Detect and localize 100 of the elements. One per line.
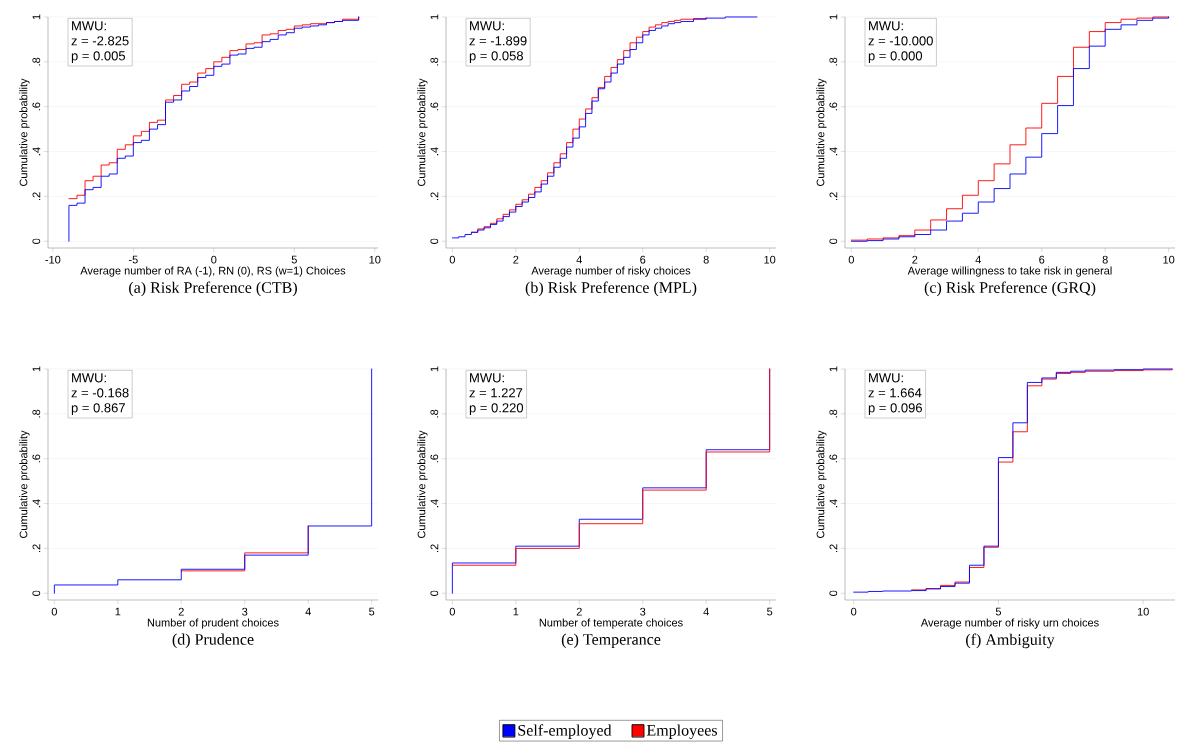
y-tick-label: 1 — [430, 366, 439, 372]
y-tick-label: .4 — [430, 499, 439, 508]
y-tick-label: 0 — [829, 238, 838, 244]
y-axis-title: Cumulative probability — [417, 430, 428, 539]
x-axis-title: Average number of risky urn choices — [920, 618, 1099, 629]
annotation: p = 0.058 — [469, 51, 523, 63]
x-tick-label: -5 — [128, 255, 138, 264]
x-tick-label: 0 — [851, 607, 857, 616]
y-tick-label: .8 — [430, 409, 439, 418]
y-tick-label: .2 — [430, 192, 439, 200]
y-tick-label: .4 — [32, 499, 41, 508]
x-tick-label: 0 — [848, 255, 854, 264]
x-tick-label: 8 — [703, 255, 709, 264]
x-tick-label: 5 — [767, 607, 773, 616]
y-tick-label: .2 — [430, 544, 439, 552]
y-tick-label: 0 — [430, 590, 439, 596]
y-axis-title: Cumulative probability — [417, 78, 428, 187]
text: (b) Risk Preference (MPL) — [525, 281, 697, 297]
x-tick-label: 8 — [1102, 255, 1108, 264]
annotation: MWU: — [869, 21, 903, 31]
y-tick-label: .6 — [829, 102, 838, 111]
x-tick-label: 1 — [513, 607, 519, 616]
y-tick-label: .8 — [430, 57, 439, 66]
y-tick-label: .8 — [32, 57, 41, 66]
y-tick-label: 1 — [32, 366, 41, 372]
legend-label: Employees — [646, 724, 717, 739]
x-tick-label: 0 — [449, 607, 455, 616]
y-tick-label: 1 — [829, 366, 838, 372]
x-tick-label: 2 — [576, 607, 582, 616]
y-tick-label: .8 — [829, 57, 838, 66]
x-tick-label: 2 — [912, 255, 918, 264]
y-tick-label: .4 — [430, 147, 439, 156]
x-tick-label: 0 — [449, 255, 455, 264]
y-tick-label: .2 — [32, 192, 41, 200]
y-tick-label: .6 — [32, 102, 41, 111]
y-tick-label: .4 — [32, 147, 41, 156]
annotation: p = 0.220 — [469, 403, 524, 415]
x-tick-label: 10 — [369, 255, 381, 264]
x-axis-title: Number of prudent choices — [147, 618, 279, 629]
y-tick-label: 1 — [430, 14, 439, 20]
annotation: z = -1.899 — [469, 36, 527, 46]
x-tick-label: -10 — [45, 255, 61, 264]
annotation: MWU: — [470, 21, 504, 31]
y-axis-title: Cumulative probability — [816, 78, 827, 187]
y-axis-title: Cumulative probability — [19, 430, 30, 539]
y-tick-label: .6 — [430, 102, 439, 111]
annotation: MWU: — [72, 21, 106, 31]
y-tick-label: 1 — [32, 14, 41, 20]
x-tick-label: 0 — [211, 255, 217, 264]
text: (f) Ambiguity — [966, 633, 1055, 649]
y-tick-label: 0 — [32, 238, 41, 244]
x-tick-label: 2 — [513, 255, 519, 264]
x-tick-label: 5 — [369, 607, 375, 616]
x-tick-label: 6 — [640, 255, 646, 264]
x-tick-label: 10 — [1163, 255, 1175, 264]
y-tick-label: .6 — [829, 454, 838, 463]
text: (a) Risk Preference (CTB) — [129, 281, 297, 297]
x-tick-label: 5 — [995, 607, 1002, 616]
x-axis-title: Average number of risky choices — [531, 266, 691, 277]
x-axis-title: Average number of RA (-1), RN (0), RS (w=1) Choices — [80, 266, 346, 277]
x-tick-label: 0 — [51, 607, 57, 616]
annotation: z = -0.168 — [71, 388, 129, 398]
y-axis-title: Cumulative probability — [19, 78, 30, 187]
y-tick-label: .8 — [829, 409, 838, 418]
y-tick-label: 0 — [430, 238, 439, 244]
annotation: p = 0.867 — [71, 403, 125, 415]
x-tick-label: 4 — [703, 607, 709, 616]
x-tick-label: 1 — [115, 607, 121, 616]
x-tick-label: 4 — [975, 255, 981, 264]
x-tick-label: 6 — [1039, 255, 1045, 264]
annotation: MWU: — [869, 373, 903, 383]
legend-label: Self-employed — [518, 724, 612, 740]
y-tick-label: 1 — [829, 14, 838, 20]
x-tick-label: 3 — [640, 607, 646, 616]
y-tick-label: .2 — [829, 544, 838, 552]
text: (d) Prudence — [172, 633, 254, 649]
y-tick-label: .8 — [32, 409, 41, 418]
y-tick-label: .6 — [430, 454, 439, 463]
annotation: p = 0.000 — [868, 51, 923, 63]
x-tick-label: 5 — [291, 255, 297, 264]
x-axis-title: Average willingness to take risk in general — [907, 266, 1112, 277]
y-axis-title: Cumulative probability — [816, 430, 827, 539]
x-tick-label: 3 — [242, 607, 248, 616]
annotation: MWU: — [72, 373, 106, 383]
text: (e) Temperance — [561, 633, 661, 649]
text: (c) Risk Preference (GRQ) — [924, 281, 1096, 297]
y-tick-label: .2 — [32, 544, 41, 552]
annotation: z = 1.664 — [868, 388, 922, 398]
annotation: z = -10.000 — [868, 36, 933, 46]
x-tick-label: 4 — [305, 607, 311, 616]
x-tick-label: 10 — [764, 255, 776, 264]
y-tick-label: 0 — [32, 590, 41, 596]
y-tick-label: .4 — [829, 499, 838, 508]
annotation: z = -2.825 — [71, 36, 129, 46]
y-tick-label: .6 — [32, 454, 41, 463]
y-tick-label: .4 — [829, 147, 838, 156]
annotation: MWU: — [470, 373, 504, 383]
x-tick-label: 10 — [1137, 607, 1149, 616]
x-tick-label: 4 — [576, 255, 582, 264]
x-axis-title: Number of temperate choices — [539, 618, 683, 629]
